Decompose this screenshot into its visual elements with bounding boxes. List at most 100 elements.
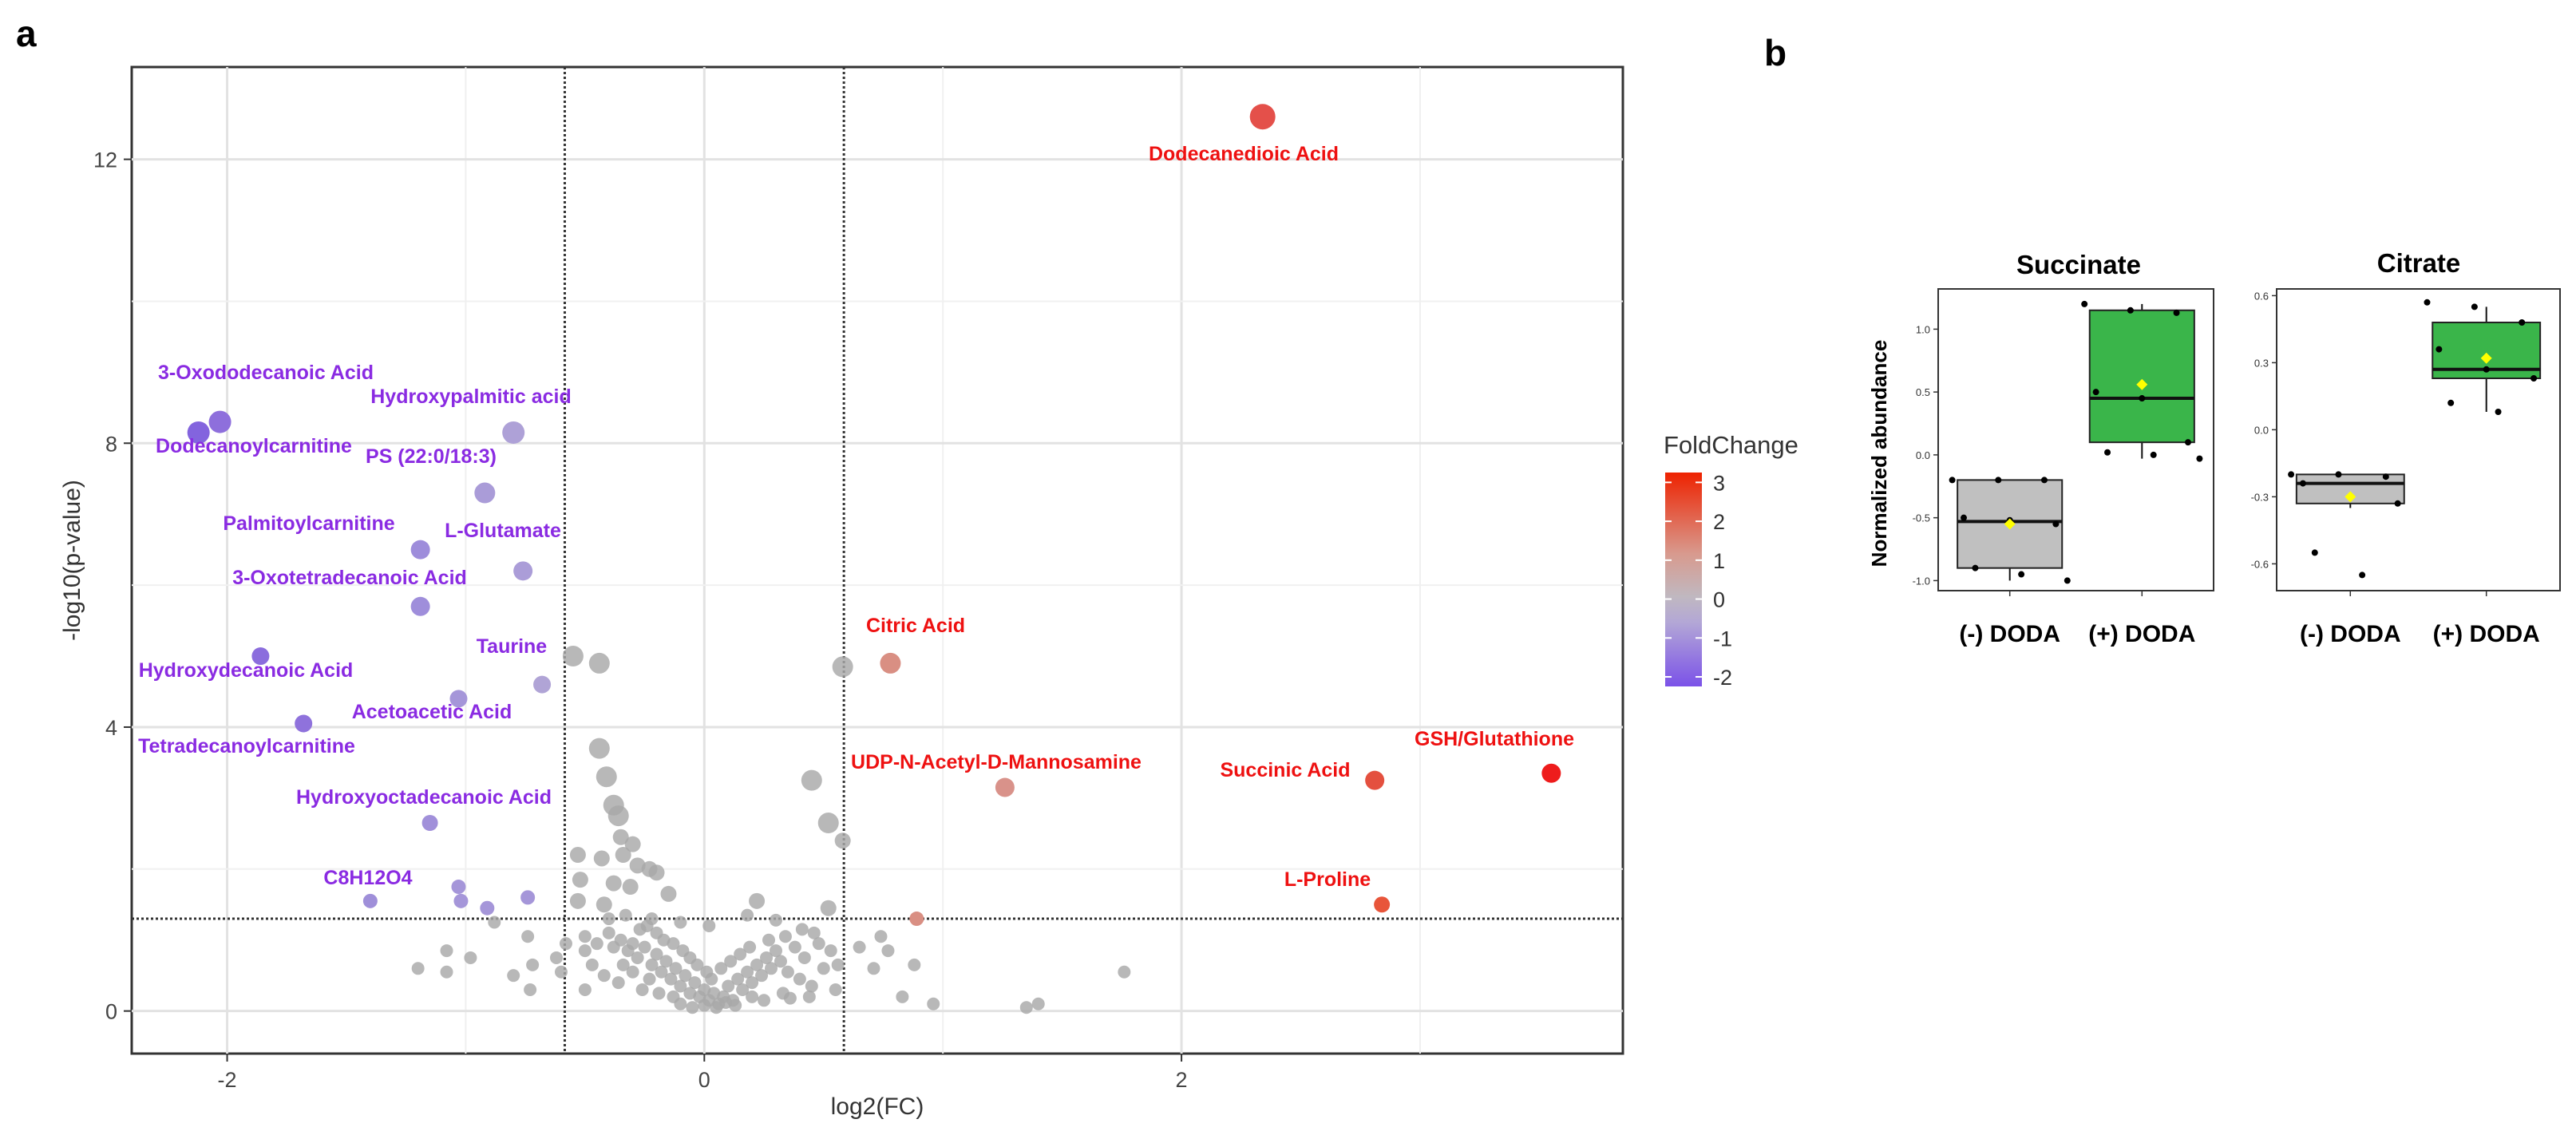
nonsignificant-point [778,930,792,943]
metabolite-label: Dodecanedioic Acid [1149,143,1339,165]
nonsignificant-point [741,965,754,979]
nonsignificant-point [741,908,754,922]
metabolite-label: Acetoacetic Acid [352,701,512,723]
nonsignificant-point [526,958,540,971]
nonsignificant-point [722,979,735,993]
nonsignificant-point [824,944,837,958]
volcano-plot-panel [130,65,1624,1055]
labeled-point [251,647,270,666]
boxplot-y-tick-label: -0.3 [2251,491,2269,503]
nonsignificant-point [488,916,501,929]
nonsignificant-point [588,738,610,759]
nonsignificant-point [783,991,797,1005]
sample-point [1972,564,1979,571]
group-label: (+) DODA [2088,621,2195,647]
volcano-plot: Dodecanedioic Acid Citric Acid UDP-N-Acety… [59,65,1624,1120]
nonsignificant-point [805,979,818,993]
nonsignificant-point [638,940,651,954]
sample-point [2471,303,2478,310]
nonsignificant-point [611,976,625,990]
boxplot-y-tick-label: 0.0 [2254,424,2269,436]
boxplot-y-tick-label: 1.0 [1916,323,1930,335]
metabolite-label: Dodecanoylcarnitine [156,435,352,457]
metabolite-label: L-Glutamate [445,520,561,542]
boxplot-y-tick-label: 0.3 [2254,357,2269,369]
nonsignificant-point [650,947,663,961]
mean-marker [2480,352,2492,364]
boxplot-y-tick-label: -0.6 [2251,558,2269,570]
nonsignificant-point [411,962,425,975]
sample-point [1995,477,2002,484]
legend-tick-label: 1 [1713,549,1725,573]
nonsignificant-point [596,896,612,913]
nonsignificant-point [559,937,572,951]
labeled-point [502,421,525,444]
sample-point [2018,571,2025,578]
nonsignificant-point [743,940,757,954]
group-label: (+) DODA [2433,621,2540,647]
labeled-point [1541,763,1561,783]
nonsignificant-point [593,850,610,867]
significant-point [453,893,469,908]
citrate-title: Citrate [2377,248,2461,278]
nonsignificant-point [729,999,742,1012]
boxplot-y-tick-label: 0.5 [1916,386,1930,398]
nonsignificant-point [881,944,895,958]
group-label: (-) DODA [1959,621,2060,647]
sample-point [2382,473,2389,480]
nonsignificant-point [831,958,845,971]
nonsignificant-point [734,947,747,961]
boxplot-y-tick-label: -1.0 [1913,575,1930,587]
nonsignificant-point [660,885,677,902]
nonsignificant-point [731,972,745,986]
succinate-boxplot: Succinate Normalized abundance -1.0 -0.5 0… [1867,250,2214,647]
volcano-threshold-lines [132,67,1623,1054]
succinate-title: Succinate [2016,250,2141,279]
nonsignificant-point [507,969,520,983]
metabolite-labels: Dodecanedioic Acid Citric Acid UDP-N-Acety… [138,143,1574,891]
y-tick-label: 12 [93,148,117,172]
nonsignificant-point [762,933,776,947]
citrate-boxplot: Citrate -0.6 -0.3 0.0 0.3 0.6 (-) DODA (+) DOD… [2251,248,2561,647]
boxplot-y-tick-label: 0.6 [2254,290,2269,302]
sample-point [2104,449,2111,456]
nonsignificant-point [569,847,586,864]
labeled-point [533,675,552,694]
y-tick-label: 8 [105,432,117,456]
sample-point [2359,571,2366,579]
nonsignificant-point [602,912,615,926]
metabolite-label: Hydroxydecanoic Acid [139,659,354,682]
box [2088,309,2195,444]
nonsignificant-point [705,972,718,986]
nonsignificant-point [578,944,592,958]
nonsignificant-point [874,930,888,943]
nonsignificant-point [640,919,654,932]
nonsignificant-point [702,919,716,932]
nonsignificant-point [550,951,564,964]
nonsignificant-point [605,875,622,892]
nonsignificant-points [411,646,1131,1014]
sample-point [1949,477,1956,484]
nonsignificant-point [769,913,782,927]
nonsignificant-point [812,937,825,951]
significant-point [520,890,536,905]
labeled-point [474,482,496,504]
nonsignificant-point [1031,997,1045,1010]
sample-point [2436,346,2443,353]
nonsignificant-point [440,965,453,979]
sample-point [2447,399,2455,406]
x-tick-label: 0 [698,1068,710,1092]
labeled-point [295,714,313,733]
nonsignificant-point [597,969,611,983]
panel-label-a: a [16,13,37,54]
nonsignificant-point [674,979,687,993]
labeled-point [449,690,468,708]
sample-point [2081,300,2088,307]
labeled-point [410,540,430,560]
nonsignificant-point [795,923,809,936]
labeled-point [208,410,231,433]
sample-point [2196,455,2203,462]
metabolite-label: GSH/Glutathione [1415,728,1574,750]
nonsignificant-point [602,926,615,939]
significant-point [909,912,924,927]
